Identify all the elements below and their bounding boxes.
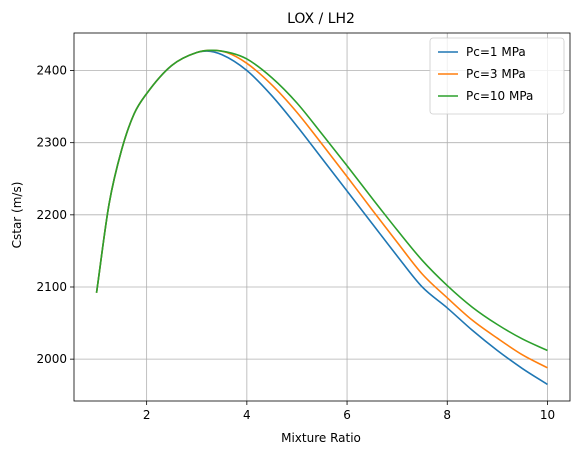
y-tick-label: 2300 bbox=[36, 136, 67, 150]
x-tick-label: 6 bbox=[343, 408, 351, 422]
chart-title: LOX / LH2 bbox=[287, 11, 355, 27]
legend-entry-label: Pc=1 MPa bbox=[466, 45, 526, 59]
y-tick-label: 2400 bbox=[36, 64, 67, 78]
legend: Pc=1 MPa Pc=3 MPa Pc=10 MPa bbox=[429, 37, 565, 115]
x-tick-label: 8 bbox=[443, 408, 451, 422]
series-lines bbox=[95, 49, 548, 386]
y-tick-label: 2200 bbox=[36, 208, 67, 222]
legend-box bbox=[429, 37, 565, 115]
legend-entry-label: Pc=10 MPa bbox=[466, 89, 533, 103]
x-tick-label: 2 bbox=[143, 408, 151, 422]
x-axis-ticks: 2 4 6 8 10 bbox=[143, 401, 555, 422]
y-tick-label: 2100 bbox=[36, 280, 67, 294]
y-axis-label: Cstar (m/s) bbox=[10, 182, 24, 249]
y-axis-ticks: 2000 2100 2200 2300 2400 bbox=[36, 64, 74, 366]
y-tick-label: 2000 bbox=[36, 352, 67, 366]
x-axis-label: Mixture Ratio bbox=[281, 431, 361, 445]
plot-frame bbox=[73, 32, 571, 402]
x-tick-label: 10 bbox=[540, 408, 555, 422]
legend-entry-label: Pc=3 MPa bbox=[466, 67, 526, 81]
series-line-3 bbox=[95, 49, 548, 352]
x-tick-label: 4 bbox=[243, 408, 251, 422]
